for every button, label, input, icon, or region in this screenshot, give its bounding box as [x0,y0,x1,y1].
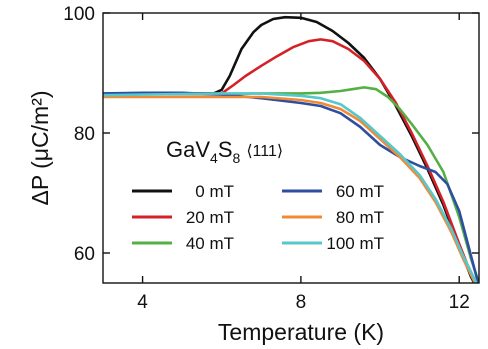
plot-frame [102,12,480,284]
compound-base: GaV [166,137,210,162]
y-tick-label-60: 60 [74,244,95,265]
series-line-60-mt [103,91,479,283]
compound-subscript-2: 8 [233,150,241,166]
y-tick-label-100: 100 [63,4,95,25]
y-axis-title: ΔP (μC/m²) [27,90,53,205]
legend: 0 mT 20 mT 40 mT 60 mT 80 mT 100 mT [132,182,384,253]
legend-label-100-mt: 100 mT [326,234,384,253]
y-tick-label-80: 80 [74,124,95,145]
x-tick-label-4: 4 [137,292,148,313]
compound-mid: S [218,137,233,162]
legend-label-40-mt: 40 mT [186,234,234,253]
series-line-100-mt [103,92,478,283]
series-line-80-mt [103,95,477,283]
legend-label-0-mt: 0 mT [195,182,234,201]
series-layer [103,15,479,283]
legend-label-20-mt: 20 mT [186,208,234,227]
x-axis-title: Temperature (K) [218,319,384,345]
legend-label-80-mt: 80 mT [336,208,384,227]
compound-annotation: GaV4S8 ⟨111⟩ [166,137,283,166]
legend-label-60-mt: 60 mT [336,182,384,201]
direction-label: ⟨111⟩ [246,143,283,160]
x-tick-label-8: 8 [296,292,307,313]
x-tick-label-12: 12 [449,292,470,313]
compound-subscript-1: 4 [210,150,218,166]
series-line-20-mt [103,38,477,283]
series-line-40-mt [103,86,479,283]
